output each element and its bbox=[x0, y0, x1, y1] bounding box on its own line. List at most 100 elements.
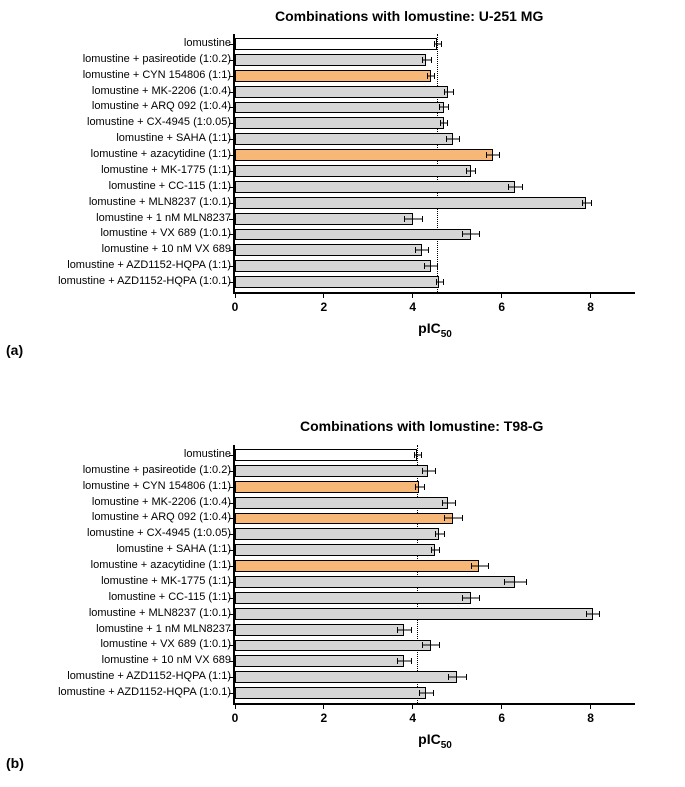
error-cap bbox=[411, 658, 412, 664]
bar bbox=[235, 576, 515, 588]
error-bar bbox=[582, 202, 591, 203]
error-cap bbox=[599, 611, 600, 617]
error-cap bbox=[475, 168, 476, 174]
bar-row: lomustine + MK-1775 (1:1) bbox=[235, 576, 635, 588]
error-bar bbox=[434, 43, 441, 44]
error-bar bbox=[586, 613, 599, 614]
bar-row: lomustine + MK-2206 (1:0.4) bbox=[235, 86, 635, 98]
error-cap bbox=[414, 452, 415, 458]
error-bar bbox=[422, 470, 435, 471]
bar bbox=[235, 513, 453, 525]
bar bbox=[235, 197, 586, 209]
error-cap bbox=[455, 500, 456, 506]
bar-label: lomustine + MK-1775 (1:1) bbox=[101, 575, 235, 587]
bar-row: lomustine + pasireotide (1:0.2) bbox=[235, 54, 635, 66]
bar bbox=[235, 624, 404, 636]
error-cap bbox=[448, 674, 449, 680]
bar-label: lomustine + MLN8237 (1:0.1) bbox=[89, 607, 235, 619]
bar bbox=[235, 244, 422, 256]
bar bbox=[235, 481, 419, 493]
bar bbox=[235, 229, 471, 241]
bar-label: lomustine + AZD1152-HQPA (1:1) bbox=[67, 259, 235, 271]
bar-row: lomustine + CX-4945 (1:0.05) bbox=[235, 528, 635, 540]
error-bar bbox=[448, 677, 466, 678]
bar-row: lomustine + CC-115 (1:1) bbox=[235, 592, 635, 604]
error-cap bbox=[431, 547, 432, 553]
bar-row: lomustine + 1 nM MLN8237 bbox=[235, 624, 635, 636]
bar-label: lomustine bbox=[184, 37, 235, 49]
bar-label: lomustine + 1 nM MLN8237 bbox=[96, 623, 235, 635]
error-cap bbox=[508, 184, 509, 190]
bar bbox=[235, 54, 426, 66]
bar-label: lomustine + azacytidine (1:1) bbox=[91, 559, 235, 571]
error-cap bbox=[435, 531, 436, 537]
bar-label: lomustine + VX 689 (1:0.1) bbox=[100, 638, 235, 650]
bar-row: lomustine + MK-2206 (1:0.4) bbox=[235, 497, 635, 509]
bar-row: lomustine + AZD1152-HQPA (1:1) bbox=[235, 260, 635, 272]
bar-label: lomustine + CYN 154806 (1:1) bbox=[83, 69, 235, 81]
error-cap bbox=[443, 279, 444, 285]
error-cap bbox=[439, 547, 440, 553]
bar-row: lomustine + azacytidine (1:1) bbox=[235, 560, 635, 572]
bar-row: lomustine + CC-115 (1:1) bbox=[235, 181, 635, 193]
bar-label: lomustine + pasireotide (1:0.2) bbox=[83, 464, 235, 476]
error-cap bbox=[415, 247, 416, 253]
bar-label: lomustine + CC-115 (1:1) bbox=[109, 591, 235, 603]
bar-row: lomustine + SAHA (1:1) bbox=[235, 133, 635, 145]
bar bbox=[235, 181, 515, 193]
error-cap bbox=[424, 484, 425, 490]
bar-label: lomustine + 1 nM MLN8237 bbox=[96, 212, 235, 224]
bar-label: lomustine bbox=[184, 448, 235, 460]
x-tick-label: 2 bbox=[321, 711, 328, 725]
error-bar bbox=[504, 581, 526, 582]
error-bar bbox=[415, 250, 428, 251]
error-cap bbox=[522, 184, 523, 190]
bar-row: lomustine + MLN8237 (1:0.1) bbox=[235, 608, 635, 620]
x-tick-label: 0 bbox=[232, 711, 239, 725]
error-cap bbox=[437, 263, 438, 269]
error-cap bbox=[479, 595, 480, 601]
bar-label: lomustine + CYN 154806 (1:1) bbox=[83, 480, 235, 492]
bar-label: lomustine + AZD1152-HQPA (1:1) bbox=[67, 670, 235, 682]
error-cap bbox=[479, 231, 480, 237]
x-tick-label: 4 bbox=[409, 300, 416, 314]
bar-label: lomustine + CC-115 (1:1) bbox=[109, 180, 235, 192]
error-cap bbox=[431, 57, 432, 63]
x-tick-label: 0 bbox=[232, 300, 239, 314]
error-cap bbox=[448, 104, 449, 110]
bar-row: lomustine + pasireotide (1:0.2) bbox=[235, 465, 635, 477]
bar-row: lomustine + azacytidine (1:1) bbox=[235, 149, 635, 161]
bar-row: lomustine bbox=[235, 38, 635, 50]
error-bar bbox=[424, 266, 437, 267]
error-cap bbox=[447, 120, 448, 126]
error-cap bbox=[422, 216, 423, 222]
error-cap bbox=[444, 515, 445, 521]
error-cap bbox=[411, 627, 412, 633]
error-bar bbox=[446, 139, 459, 140]
bar bbox=[235, 687, 426, 699]
page: Combinations with lomustine: U-251 MG (a… bbox=[0, 0, 685, 787]
error-bar bbox=[466, 170, 475, 171]
bar bbox=[235, 133, 453, 145]
error-cap bbox=[486, 152, 487, 158]
error-cap bbox=[434, 73, 435, 79]
error-cap bbox=[422, 642, 423, 648]
bar bbox=[235, 165, 471, 177]
x-tick-mark bbox=[412, 703, 413, 709]
bar-label: lomustine + ARQ 092 (1:0.4) bbox=[92, 511, 235, 523]
bar bbox=[235, 86, 448, 98]
bar bbox=[235, 213, 413, 225]
error-bar bbox=[422, 59, 431, 60]
error-cap bbox=[428, 247, 429, 253]
bar-row: lomustine + VX 689 (1:0.1) bbox=[235, 229, 635, 241]
bar-row: lomustine + AZD1152-HQPA (1:0.1) bbox=[235, 276, 635, 288]
error-cap bbox=[424, 263, 425, 269]
error-cap bbox=[526, 579, 527, 585]
error-bar bbox=[422, 645, 440, 646]
error-bar bbox=[442, 502, 455, 503]
bar-label: lomustine + SAHA (1:1) bbox=[116, 132, 235, 144]
x-tick-mark bbox=[235, 703, 236, 709]
error-bar bbox=[436, 282, 443, 283]
x-tick-mark bbox=[323, 292, 324, 298]
bar bbox=[235, 497, 448, 509]
